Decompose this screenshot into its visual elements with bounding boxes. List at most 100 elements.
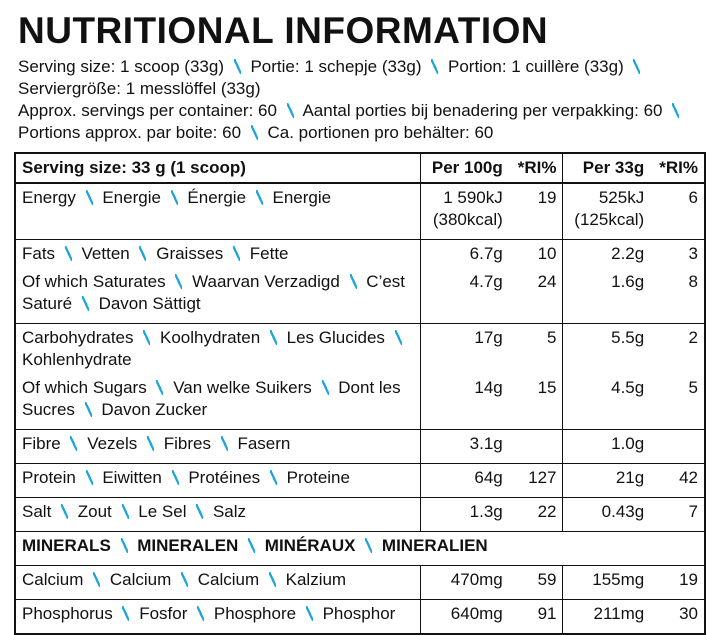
text-part: Fosfor xyxy=(139,604,188,623)
text-part: Aantal porties bij benadering per verpak… xyxy=(302,101,663,120)
text-part: Fasern xyxy=(237,434,291,453)
nutrient-label: Phosphorus Fosfor Phosphore Phosphor xyxy=(15,600,421,635)
separator xyxy=(269,330,277,345)
separator xyxy=(93,572,101,587)
separator xyxy=(61,504,69,519)
heading-cell: MINERALS MINERALEN MINÉRAUX MINERALIEN xyxy=(15,532,705,566)
text-part: Energy xyxy=(22,188,76,207)
section: MINERALS MINERALEN MINÉRAUX MINERALIEN xyxy=(15,531,705,566)
ri-percent: 19 xyxy=(679,570,698,589)
amount-line: 6.7g xyxy=(469,244,503,263)
separator xyxy=(181,572,189,587)
nutrient-row: Phosphorus Fosfor Phosphore Phosphor 640m… xyxy=(15,599,705,635)
text-part: Fats xyxy=(22,244,56,263)
text-part: Dont les Sucres xyxy=(22,378,401,419)
nutrient-label: Carbohydrates Koolhydraten Les Glucides … xyxy=(15,324,421,375)
nutrient-label: Fats Vetten Graisses Fette xyxy=(15,240,421,269)
amount-line: 525kJ xyxy=(598,188,645,207)
text-part: Portion: 1 cuillère (33g) xyxy=(447,57,624,76)
amount: 17g xyxy=(419,323,509,374)
text-part: Phosphor xyxy=(322,604,396,623)
text-part: MINERALEN xyxy=(137,536,239,555)
ri-percent: 127 xyxy=(528,468,557,487)
nutrient-label: Energy Energie Énergie Energie xyxy=(15,183,421,240)
intro-line: Serving size: 1 scoop (33g) Portie: 1 sc… xyxy=(18,56,708,100)
nutrient-label: Salt Zout Le Sel Salz xyxy=(15,498,421,532)
amount-line: 2.2g xyxy=(611,244,645,263)
amount-line: 470mg xyxy=(450,570,503,589)
section: Salt Zout Le Sel Salz 1.3g 22 0.43g 7 xyxy=(15,497,705,532)
column-header: *RI% xyxy=(508,153,563,184)
section: Carbohydrates Koolhydraten Les Glucides … xyxy=(15,323,705,430)
text-part: Van welke Suikers xyxy=(173,378,312,397)
text-part: Fette xyxy=(249,244,289,263)
text-part: Carbohydrates xyxy=(22,328,134,347)
section: Fibre Vezels Fibres Fasern 3.1g 1.0g xyxy=(15,429,705,464)
separator xyxy=(84,402,92,417)
separator xyxy=(196,504,204,519)
amount: 470mg xyxy=(419,565,509,600)
nutrient-row: Protein Eiwitten Protéines Proteine 64g 12… xyxy=(15,463,705,498)
text-part: Davon Sättigt xyxy=(98,294,201,313)
ri-percent xyxy=(650,430,705,464)
separator xyxy=(250,125,258,140)
separator xyxy=(139,246,147,261)
nutrition-table: Serving size: 33 g (1 scoop) Per 100g *RI%… xyxy=(14,152,706,635)
separator xyxy=(394,330,402,345)
separator xyxy=(175,274,183,289)
nutrient-label: Of which Sugars Van welke Suikers Dont l… xyxy=(15,374,421,430)
text-part: Phosphore xyxy=(213,604,297,623)
ri-percent: 3 xyxy=(688,244,698,263)
amount: 1.3g xyxy=(419,497,509,532)
text-part: Fibre xyxy=(22,434,61,453)
text-part: Approx. servings per container: 60 xyxy=(18,101,277,120)
nutrient-label: Protein Eiwitten Protéines Proteine xyxy=(15,464,421,498)
amount: 3.1g xyxy=(419,429,509,464)
text-part: Protein xyxy=(22,468,76,487)
ri-percent: 22 xyxy=(537,502,557,521)
amount: 640mg xyxy=(419,599,509,634)
nutrient-label: Fibre Vezels Fibres Fasern xyxy=(15,430,421,464)
nutrient-row: Carbohydrates Koolhydraten Les Glucides … xyxy=(15,323,705,375)
separator xyxy=(305,606,313,621)
text-part: Portions approx. par boite: 60 xyxy=(18,123,242,142)
table-head: Serving size: 33 g (1 scoop) Per 100g *RI%… xyxy=(15,153,705,184)
text-part: MINERALIEN xyxy=(381,536,488,555)
text-part: Kohlenhydrate xyxy=(22,350,132,369)
section: Energy Energie Énergie Energie 1 590kJ (38… xyxy=(15,183,705,240)
separator xyxy=(349,274,357,289)
text-part: Energie xyxy=(272,188,332,207)
amount-line: 1.6g xyxy=(611,272,645,291)
separator xyxy=(143,330,151,345)
ri-percent: 6 xyxy=(688,188,698,207)
separator xyxy=(170,190,178,205)
amount-line: 17g xyxy=(474,328,503,347)
header-row: Serving size: 33 g (1 scoop) Per 100g *RI%… xyxy=(15,153,705,184)
amount-line: 4.5g xyxy=(611,378,645,397)
text-part: Salt xyxy=(22,502,52,521)
text-part: Protéines xyxy=(188,468,261,487)
nutrient-row: Calcium Calcium Calcium Kalzium 470mg 59 15… xyxy=(15,565,705,600)
text-part: Phosphorus xyxy=(22,604,113,623)
text-part: Calcium xyxy=(197,570,260,589)
separator xyxy=(365,538,373,553)
amount-line: 1 590kJ xyxy=(443,188,503,207)
text-part: Calcium xyxy=(109,570,172,589)
separator xyxy=(147,436,155,451)
ri-percent: 19 xyxy=(537,188,557,207)
heading-row: MINERALS MINERALEN MINÉRAUX MINERALIEN xyxy=(15,532,705,566)
separator xyxy=(81,296,89,311)
amount-line: 1.3g xyxy=(469,502,503,521)
amount: 6.7g xyxy=(419,239,509,268)
nutrient-row: Fats Vetten Graisses Fette 6.7g 10 2.2g 3 xyxy=(15,239,705,269)
separator xyxy=(220,436,228,451)
amount: 525kJ (125kcal) xyxy=(562,183,651,240)
text-part: Serving size: 1 scoop (33g) xyxy=(18,57,224,76)
amount: 4.5g xyxy=(562,374,651,430)
text-part: Énergie xyxy=(187,188,247,207)
section: Calcium Calcium Calcium Kalzium 470mg 59 15… xyxy=(15,565,705,600)
amount-line: 3.1g xyxy=(469,434,503,453)
title: NUTRITIONAL INFORMATION xyxy=(18,10,549,51)
ri-percent: 15 xyxy=(537,378,557,397)
text-part: Kalzium xyxy=(285,570,347,589)
